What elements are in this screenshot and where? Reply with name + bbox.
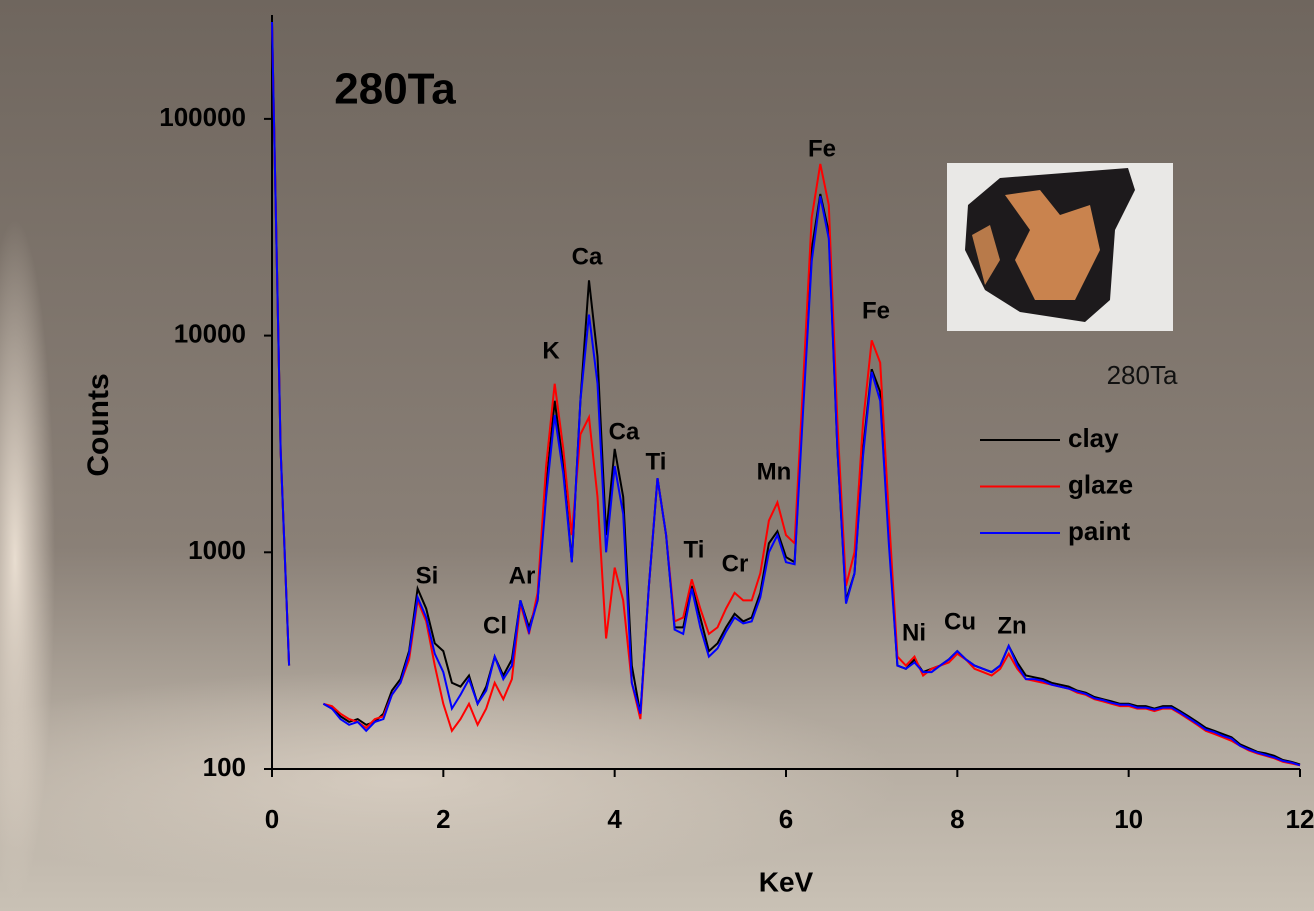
peak-label: Cr bbox=[722, 550, 749, 577]
x-tick-label: 2 bbox=[436, 804, 450, 834]
peak-label: Ti bbox=[646, 448, 667, 475]
legend-label: clay bbox=[1068, 423, 1119, 453]
peak-label: Cl bbox=[483, 612, 507, 639]
peak-label: Fe bbox=[808, 135, 836, 162]
x-tick-label: 4 bbox=[607, 804, 622, 834]
image-caption: 280Ta bbox=[1107, 360, 1178, 390]
y-tick-label: 100 bbox=[203, 752, 246, 782]
peak-label: Zn bbox=[997, 612, 1026, 639]
y-tick-label: 100000 bbox=[159, 102, 246, 132]
x-tick-label: 8 bbox=[950, 804, 964, 834]
x-tick-label: 12 bbox=[1286, 804, 1314, 834]
peak-label: K bbox=[542, 337, 560, 364]
peak-label: Si bbox=[416, 562, 439, 589]
page: 280Ta 280Ta KeV Counts 10010001000010000… bbox=[0, 0, 1314, 911]
y-tick-label: 10000 bbox=[174, 318, 246, 348]
legend-label: paint bbox=[1068, 516, 1130, 546]
peak-label: Ar bbox=[509, 562, 536, 589]
x-tick-label: 0 bbox=[265, 804, 279, 834]
peak-label: Cu bbox=[944, 608, 976, 635]
peak-label: Mn bbox=[757, 458, 792, 485]
peak-label: Fe bbox=[862, 297, 890, 324]
x-tick-label: 10 bbox=[1114, 804, 1143, 834]
inset-photo bbox=[947, 163, 1173, 331]
chart-title: 280Ta bbox=[334, 65, 456, 114]
peak-label: Ca bbox=[609, 418, 640, 445]
legend-label: glaze bbox=[1068, 469, 1133, 499]
peak-label: Ti bbox=[684, 536, 705, 563]
chart: 280Ta 280Ta KeV Counts 10010001000010000… bbox=[0, 0, 1314, 911]
x-tick-label: 6 bbox=[779, 804, 793, 834]
y-tick-label: 1000 bbox=[188, 535, 246, 565]
y-axis-label: Counts bbox=[82, 373, 115, 476]
peak-label: Ca bbox=[572, 243, 603, 270]
peak-label: Ni bbox=[902, 619, 926, 646]
x-axis-label: KeV bbox=[759, 866, 814, 897]
